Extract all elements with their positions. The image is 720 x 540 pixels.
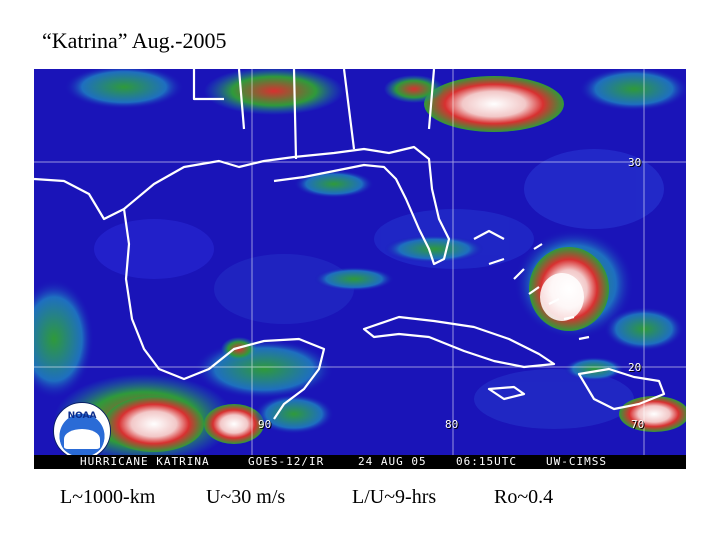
coastlines — [34, 69, 666, 420]
seagull-icon — [64, 429, 100, 449]
time-scale: L/U~9-hrs — [352, 486, 437, 508]
velocity-scale: U~30 m/s — [206, 486, 286, 508]
lat-20-label: 20 — [628, 361, 642, 374]
caption-date: 24 AUG 05 — [358, 455, 427, 468]
caption-time: 06:15UTC — [456, 455, 517, 468]
caption-storm: HURRICANE KATRINA — [80, 455, 210, 468]
ocean-texture — [94, 149, 664, 429]
image-caption-bar: HURRICANE KATRINA GOES-12/IR 24 AUG 05 0… — [34, 455, 686, 469]
cloud-masses — [34, 69, 686, 464]
lon-90-label: 90 — [258, 418, 272, 431]
noaa-logo-text: NOAA — [67, 411, 97, 421]
lon-80-label: 80 — [445, 418, 459, 431]
lat-30-label: 30 — [628, 156, 642, 169]
satellite-image: 30 20 90 80 70 NOAA HURRICANE KATRINA GO… — [34, 69, 686, 469]
slide-title: “Katrina” Aug.-2005 — [42, 28, 227, 53]
caption-sensor: GOES-12/IR — [248, 455, 325, 468]
rossby-number: Ro~0.4 — [494, 486, 554, 508]
lon-70-label: 70 — [631, 418, 645, 431]
length-scale: L~1000-km — [60, 486, 156, 508]
satellite-map — [34, 69, 686, 469]
noaa-logo: NOAA — [54, 403, 110, 459]
caption-source: UW-CIMSS — [546, 455, 607, 468]
lat-lon-grid — [34, 69, 686, 455]
